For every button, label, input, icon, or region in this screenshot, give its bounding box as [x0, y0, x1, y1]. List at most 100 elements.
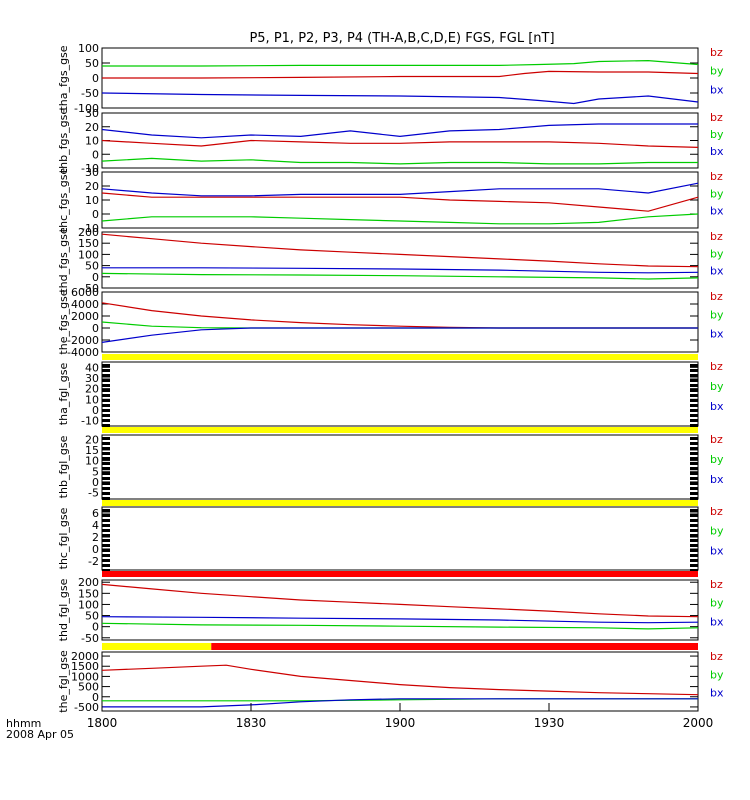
x-tick-label: 1930: [534, 716, 565, 730]
y-tick-label: 0: [92, 543, 99, 556]
series-bx-line: [102, 698, 698, 708]
legend-bx: bx: [710, 615, 724, 628]
series-bz-line: [102, 70, 699, 79]
series-bx-line: [101, 92, 699, 105]
y-tick-label: 20: [85, 383, 99, 396]
edge-hatch: [690, 554, 698, 557]
legend-bz: bz: [710, 290, 723, 303]
edge-hatch: [690, 559, 698, 562]
panel-frame: [101, 506, 699, 571]
series-bz-line: [101, 664, 699, 696]
legend-by: by: [710, 247, 724, 260]
edge-hatch: [102, 379, 110, 382]
edge-hatch: [690, 364, 698, 367]
edge-hatch: [690, 472, 698, 475]
y-tick-label: 200: [78, 226, 99, 239]
x-tick-label: 1900: [385, 716, 416, 730]
edge-hatch: [102, 519, 110, 522]
y-tick-label: 5: [92, 465, 99, 478]
y-tick-label: 100: [78, 42, 99, 55]
legend-bx: bx: [710, 687, 724, 700]
status-bars: [102, 354, 698, 650]
y-axis-label: the_fgl_gse: [57, 650, 70, 713]
edge-hatch: [690, 549, 698, 552]
legend-bz: bz: [710, 230, 723, 243]
edge-hatch: [102, 364, 110, 367]
edge-hatch: [102, 424, 110, 427]
edge-hatch: [690, 389, 698, 392]
y-tick-label: 150: [78, 587, 99, 600]
y-tick-label: 100: [78, 248, 99, 261]
panel-frame: [101, 651, 699, 712]
legend-bz: bz: [710, 505, 723, 518]
y-tick-label: 4000: [71, 298, 99, 311]
y-tick-label: 15: [85, 444, 99, 457]
y-tick-label: -4000: [67, 346, 99, 359]
y-axis-label: thd_fgl_gse: [57, 578, 70, 641]
legend-bx: bx: [710, 327, 724, 340]
y-axis-label: thc_fgs_gse: [57, 168, 70, 233]
y-tick-label: 0: [92, 404, 99, 417]
y-tick-label: 0: [92, 148, 99, 161]
x-tick-label: 2000: [683, 716, 714, 730]
edge-hatch: [102, 509, 110, 512]
edge-hatch: [102, 534, 110, 537]
edge-hatch: [690, 437, 698, 440]
y-tick-label: 40: [85, 361, 99, 374]
legend-bx: bx: [710, 145, 724, 158]
y-tick-label: 30: [85, 166, 99, 179]
panel-frame: [101, 579, 699, 641]
y-axis-label: tha_fgs_gse: [57, 45, 70, 110]
panel-frame: [101, 434, 699, 500]
edge-hatch: [690, 487, 698, 490]
legend-by: by: [710, 65, 724, 78]
status-segment: [211, 643, 698, 650]
edge-hatch: [102, 394, 110, 397]
y-axis-label: thc_fgl_gse: [57, 507, 70, 569]
edge-hatch: [102, 544, 110, 547]
edge-hatch: [102, 462, 110, 465]
edge-hatch: [102, 497, 110, 500]
y-tick-label: 50: [85, 57, 99, 70]
y-axis-label: the_fgs_gse: [57, 289, 70, 354]
edge-hatch: [690, 394, 698, 397]
edge-hatch: [690, 399, 698, 402]
y-tick-label: 6: [92, 507, 99, 520]
status-segment: [102, 643, 212, 650]
edge-hatch: [102, 419, 110, 422]
y-tick-label: 10: [85, 455, 99, 468]
y-tick-label: -10: [81, 162, 99, 175]
legend-bx: bx: [710, 83, 724, 96]
panel-frame: [101, 231, 699, 289]
legend-bz: bz: [710, 578, 723, 591]
edge-hatch: [102, 477, 110, 480]
legend-bz: bz: [710, 46, 723, 59]
edge-hatch: [690, 482, 698, 485]
edge-hatch: [102, 437, 110, 440]
legend-bx: bx: [710, 205, 724, 218]
edge-hatch: [690, 424, 698, 427]
edge-hatch: [690, 519, 698, 522]
series-bz-line: [101, 192, 699, 212]
legend-by: by: [710, 128, 724, 141]
edge-hatch: [102, 457, 110, 460]
edge-hatch: [690, 442, 698, 445]
edge-hatch: [690, 514, 698, 517]
y-tick-label: 20: [85, 180, 99, 193]
edge-hatch: [690, 384, 698, 387]
panel-frame: [101, 361, 699, 427]
y-tick-label: -5: [88, 487, 99, 500]
y-tick-label: 1000: [71, 670, 99, 683]
legend-bz: bz: [710, 111, 723, 124]
y-tick-label: 50: [85, 610, 99, 623]
edge-hatch: [102, 404, 110, 407]
y-tick-label: 0: [92, 322, 99, 335]
legend-by: by: [710, 597, 724, 610]
legend-bz: bz: [710, 170, 723, 183]
y-axis-label: thd_fgs_gse: [57, 227, 70, 293]
y-tick-label: 10: [85, 393, 99, 406]
